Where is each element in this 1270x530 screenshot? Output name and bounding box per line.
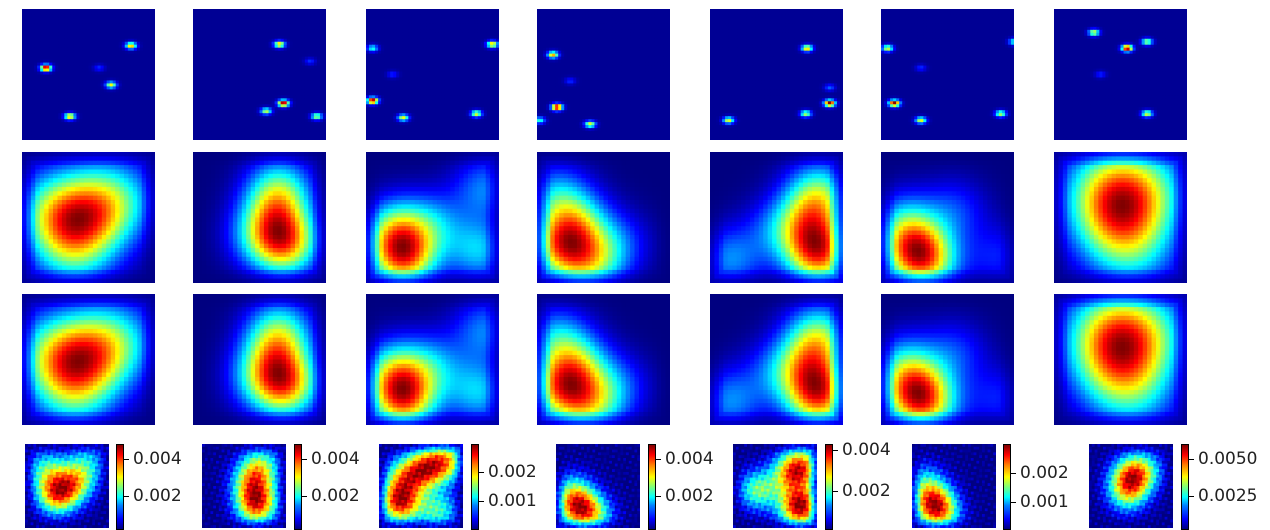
colorbar-tick <box>302 495 307 497</box>
colorbar-gradient <box>116 444 124 530</box>
colorbar-tick-label: 0.002 <box>133 487 182 505</box>
colorbar-gradient <box>825 444 833 530</box>
colorbar-tick <box>656 458 661 460</box>
colorbar-tick <box>479 500 484 502</box>
heatmap-cells <box>366 9 499 140</box>
heatmap-cells <box>379 444 463 528</box>
heatmap-row4-col6 <box>912 444 996 528</box>
colorbar-gradient <box>1181 444 1189 530</box>
colorbar-tick-label: 0.0025 <box>1198 487 1257 505</box>
colorbar-tick-label: 0.004 <box>665 450 714 468</box>
heatmap-row3-col5 <box>710 294 843 425</box>
heatmap-cells <box>22 152 155 283</box>
heatmap-row2-col5 <box>710 152 843 283</box>
heatmap-row1-col5 <box>710 9 843 140</box>
heatmap-row1-col1 <box>22 9 155 140</box>
heatmap-row4-col3 <box>379 444 463 528</box>
heatmap-cells <box>537 294 670 425</box>
heatmap-row1-col6 <box>881 9 1014 140</box>
heatmap-row3-col6 <box>881 294 1014 425</box>
heatmap-row2-col7 <box>1054 152 1187 283</box>
colorbar-tick-label: 0.0050 <box>1198 450 1257 468</box>
heatmap-row3-col2 <box>193 294 326 425</box>
heatmap-row2-col3 <box>366 152 499 283</box>
colorbar-tick-label: 0.002 <box>311 487 360 505</box>
heatmap-cells <box>710 9 843 140</box>
colorbar-tick <box>1189 458 1194 460</box>
colorbar-tick <box>656 495 661 497</box>
heatmap-row4-col5 <box>733 444 817 528</box>
colorbar-tick <box>1189 495 1194 497</box>
heatmap-row3-col3 <box>366 294 499 425</box>
colorbar-col1: 0.004 0.002 <box>116 444 196 530</box>
heatmap-cells <box>1054 294 1187 425</box>
colorbar-col2: 0.004 0.002 <box>294 444 374 530</box>
colorbar-col4: 0.004 0.002 <box>648 444 728 530</box>
colorbar-tick <box>1011 473 1016 475</box>
colorbar-tick <box>124 495 129 497</box>
heatmap-cells <box>22 294 155 425</box>
heatmap-cells <box>1089 444 1173 528</box>
colorbar-tick <box>302 458 307 460</box>
colorbar-tick-label: 0.002 <box>665 487 714 505</box>
colorbar-tick <box>479 471 484 473</box>
heatmap-row2-col4 <box>537 152 670 283</box>
colorbar-tick <box>124 458 129 460</box>
heatmap-row2-col2 <box>193 152 326 283</box>
heatmap-cells <box>193 9 326 140</box>
colorbar-col6: 0.002 0.001 <box>1003 444 1083 530</box>
heatmap-cells <box>193 294 326 425</box>
heatmap-row1-col3 <box>366 9 499 140</box>
colorbar-tick-label: 0.001 <box>488 492 537 510</box>
colorbar-gradient <box>294 444 302 530</box>
heatmap-row1-col2 <box>193 9 326 140</box>
heatmap-cells <box>366 294 499 425</box>
heatmap-cells <box>537 9 670 140</box>
heatmap-row4-col2 <box>202 444 286 528</box>
colorbar-tick-label: 0.002 <box>842 483 891 500</box>
heatmap-cells <box>881 152 1014 283</box>
heatmap-row4-col7 <box>1089 444 1173 528</box>
colorbar-tick-label: 0.002 <box>1020 465 1069 482</box>
colorbar-tick <box>1011 501 1016 503</box>
heatmap-row2-col6 <box>881 152 1014 283</box>
heatmap-row2-col1 <box>22 152 155 283</box>
colorbar-tick <box>833 491 838 493</box>
heatmap-cells <box>25 444 109 528</box>
heatmap-row4-col4 <box>556 444 640 528</box>
heatmap-cells <box>202 444 286 528</box>
colorbar-gradient <box>1003 444 1011 530</box>
heatmap-cells <box>22 9 155 140</box>
colorbar-gradient <box>471 444 479 530</box>
heatmap-row3-col7 <box>1054 294 1187 425</box>
heatmap-row3-col1 <box>22 294 155 425</box>
heatmap-row1-col4 <box>537 9 670 140</box>
heatmap-cells <box>366 152 499 283</box>
heatmap-cells <box>733 444 817 528</box>
colorbar-tick-label: 0.001 <box>1020 493 1069 511</box>
colorbar-tick-label: 0.002 <box>488 463 537 481</box>
colorbar-tick-label: 0.004 <box>311 450 360 468</box>
colorbar-col5: 0.004 0.002 <box>825 442 905 530</box>
heatmap-cells <box>1054 152 1187 283</box>
heatmap-cells <box>881 9 1014 140</box>
heatmap-cells <box>556 444 640 528</box>
heatmap-cells <box>710 294 843 425</box>
heatmap-cells <box>881 294 1014 425</box>
colorbar-col7: 0.0050 0.0025 <box>1181 444 1261 530</box>
colorbar-gradient <box>648 444 656 530</box>
heatmap-cells <box>537 152 670 283</box>
heatmap-cells <box>1054 9 1187 140</box>
heatmap-row1-col7 <box>1054 9 1187 140</box>
heatmap-cells <box>912 444 996 528</box>
heatmap-row4-col1 <box>25 444 109 528</box>
colorbar-tick-label: 0.004 <box>842 442 891 459</box>
heatmap-cells <box>193 152 326 283</box>
heatmap-row3-col4 <box>537 294 670 425</box>
heatmap-cells <box>710 152 843 283</box>
colorbar-col3: 0.002 0.001 <box>471 444 551 530</box>
colorbar-tick <box>833 450 838 452</box>
colorbar-tick-label: 0.004 <box>133 450 182 468</box>
